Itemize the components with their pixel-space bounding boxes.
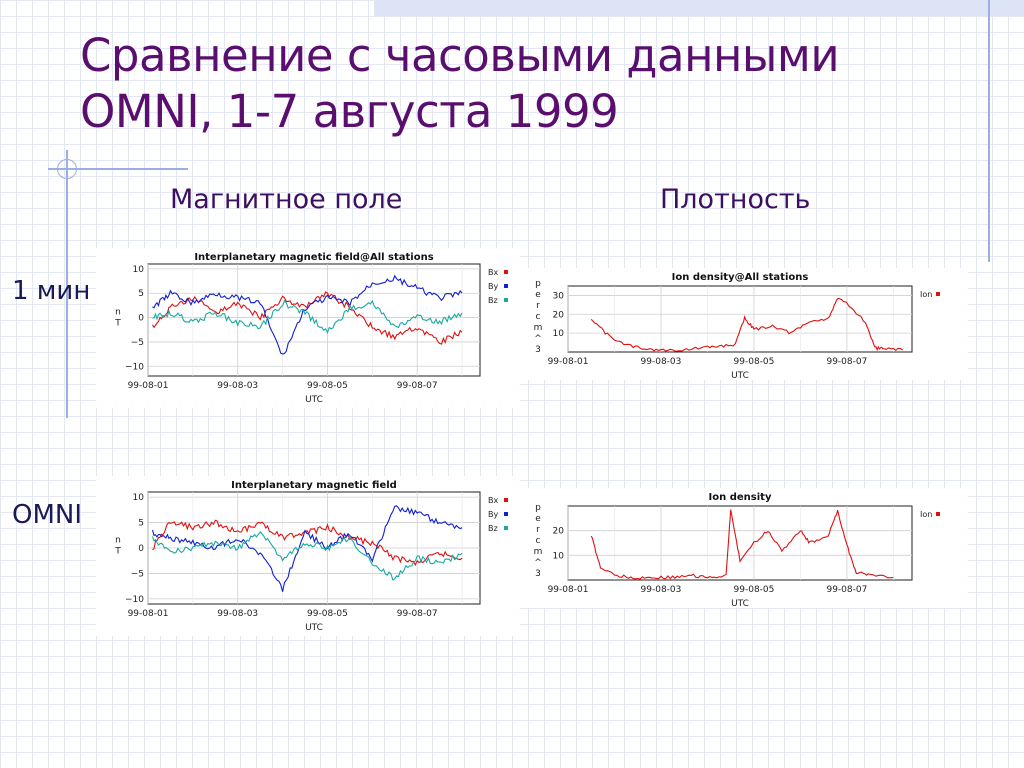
legend-label-by: By bbox=[488, 510, 498, 519]
chart-title: Ion density@All stations bbox=[672, 272, 809, 283]
plot-area bbox=[567, 505, 913, 581]
column-heading-density: Плотность bbox=[660, 184, 811, 215]
x-tick-label: 99-08-01 bbox=[548, 585, 589, 595]
y-tick-label: 20 bbox=[553, 527, 565, 537]
legend-swatch-ion bbox=[936, 292, 940, 296]
legend-swatch-by bbox=[504, 284, 508, 288]
y-tick-label: 0 bbox=[138, 314, 144, 324]
chart-magnetic-omni: Interplanetary magnetic field 10 5 0 −5 −10 99… bbox=[96, 476, 520, 636]
y-axis-label: p e r c m ^ 3 bbox=[534, 279, 543, 355]
title-line-2: OMNI, 1-7 августа 1999 bbox=[80, 85, 619, 138]
top-decor-bar bbox=[374, 0, 1024, 16]
row-label-omni: OMNI bbox=[12, 500, 83, 530]
left-decor-line bbox=[66, 150, 68, 418]
series-line-by bbox=[152, 274, 463, 355]
y-tick-label: −10 bbox=[125, 595, 144, 605]
chart-svg: Ion density@All stations 30 20 10 99-08-01 99… bbox=[534, 272, 940, 380]
x-axis-label: UTC bbox=[731, 371, 749, 380]
chart-title: Ion density bbox=[709, 492, 772, 503]
right-decor-line bbox=[988, 0, 990, 262]
x-tick-label: 99-08-05 bbox=[734, 585, 775, 595]
title-underline-decor bbox=[48, 168, 188, 170]
y-tick-label: −5 bbox=[131, 338, 144, 348]
legend-swatch-bx bbox=[504, 270, 508, 274]
series-line-bz bbox=[152, 299, 463, 335]
chart-title: Interplanetary magnetic field bbox=[231, 480, 397, 491]
plot-area bbox=[567, 285, 913, 353]
series-line-bz bbox=[151, 531, 463, 581]
x-tick-label: 99-08-03 bbox=[641, 357, 682, 367]
x-tick-label: 99-08-03 bbox=[641, 585, 682, 595]
x-tick-label: 99-08-07 bbox=[397, 381, 438, 391]
y-tick-label: 10 bbox=[133, 493, 145, 503]
chart-svg: Interplanetary magnetic field@All statio… bbox=[114, 252, 508, 405]
slide-title: Сравнение с часовыми данными OMNI, 1-7 а… bbox=[80, 28, 960, 140]
x-tick-label: 99-08-07 bbox=[397, 609, 438, 619]
y-tick-label: 5 bbox=[138, 289, 144, 299]
legend-swatch-bx bbox=[504, 498, 508, 502]
legend-swatch-bz bbox=[504, 298, 508, 302]
legend-label-bz: Bz bbox=[488, 296, 498, 305]
row-label-1min: 1 мин bbox=[12, 276, 91, 306]
chart-magnetic-1min: Interplanetary magnetic field@All statio… bbox=[96, 248, 520, 408]
plot-area bbox=[147, 263, 481, 377]
x-axis-label: UTC bbox=[731, 599, 749, 608]
y-tick-label: 10 bbox=[133, 265, 145, 275]
circle-decor bbox=[57, 159, 77, 179]
legend-label-ion: Ion bbox=[920, 510, 932, 519]
y-axis-label: p e r c m ^ 3 bbox=[534, 503, 543, 579]
y-tick-label: 30 bbox=[553, 291, 565, 301]
x-tick-label: 99-08-05 bbox=[307, 609, 348, 619]
x-tick-label: 99-08-05 bbox=[307, 381, 348, 391]
legend-label-bx: Bx bbox=[488, 496, 498, 505]
chart-title: Interplanetary magnetic field@All statio… bbox=[194, 252, 433, 263]
x-tick-label: 99-08-01 bbox=[548, 357, 589, 367]
y-tick-label: 0 bbox=[138, 544, 144, 554]
y-tick-label: 10 bbox=[553, 329, 565, 339]
column-heading-magnetic: Магнитное поле bbox=[170, 184, 403, 215]
x-tick-label: 99-08-05 bbox=[734, 357, 775, 367]
x-tick-label: 99-08-01 bbox=[128, 609, 169, 619]
x-tick-label: 99-08-03 bbox=[217, 609, 258, 619]
series-line-ion bbox=[590, 297, 904, 352]
y-tick-label: 5 bbox=[138, 519, 144, 529]
y-tick-label: 10 bbox=[553, 551, 565, 561]
legend-label-bx: Bx bbox=[488, 268, 498, 277]
x-axis-label: UTC bbox=[305, 623, 323, 633]
y-tick-label: −10 bbox=[125, 362, 144, 372]
chart-density-1min: Ion density@All stations 30 20 10 99-08-01 99… bbox=[520, 268, 968, 380]
x-tick-label: 99-08-01 bbox=[128, 381, 169, 391]
x-tick-label: 99-08-07 bbox=[826, 357, 867, 367]
title-line-1: Сравнение с часовыми данными bbox=[80, 29, 840, 82]
x-tick-label: 99-08-03 bbox=[217, 381, 258, 391]
legend-swatch-ion bbox=[936, 512, 940, 516]
y-tick-label: 20 bbox=[553, 310, 565, 320]
series-line-ion bbox=[590, 509, 894, 580]
chart-svg: Interplanetary magnetic field 10 5 0 −5 −10 99… bbox=[114, 480, 508, 633]
chart-svg: Ion density 20 10 99-08-01 99-08-03 99-08-05 9… bbox=[534, 492, 940, 608]
x-tick-label: 99-08-07 bbox=[826, 585, 867, 595]
legend-swatch-bz bbox=[504, 526, 508, 530]
chart-density-omni: Ion density 20 10 99-08-01 99-08-03 99-08-05 9… bbox=[520, 488, 968, 608]
x-axis-label: UTC bbox=[305, 395, 323, 405]
legend-swatch-by bbox=[504, 512, 508, 516]
y-tick-label: −5 bbox=[131, 569, 144, 579]
legend-label-bz: Bz bbox=[488, 524, 498, 533]
legend-label-ion: Ion bbox=[920, 290, 932, 299]
legend-label-by: By bbox=[488, 282, 498, 291]
